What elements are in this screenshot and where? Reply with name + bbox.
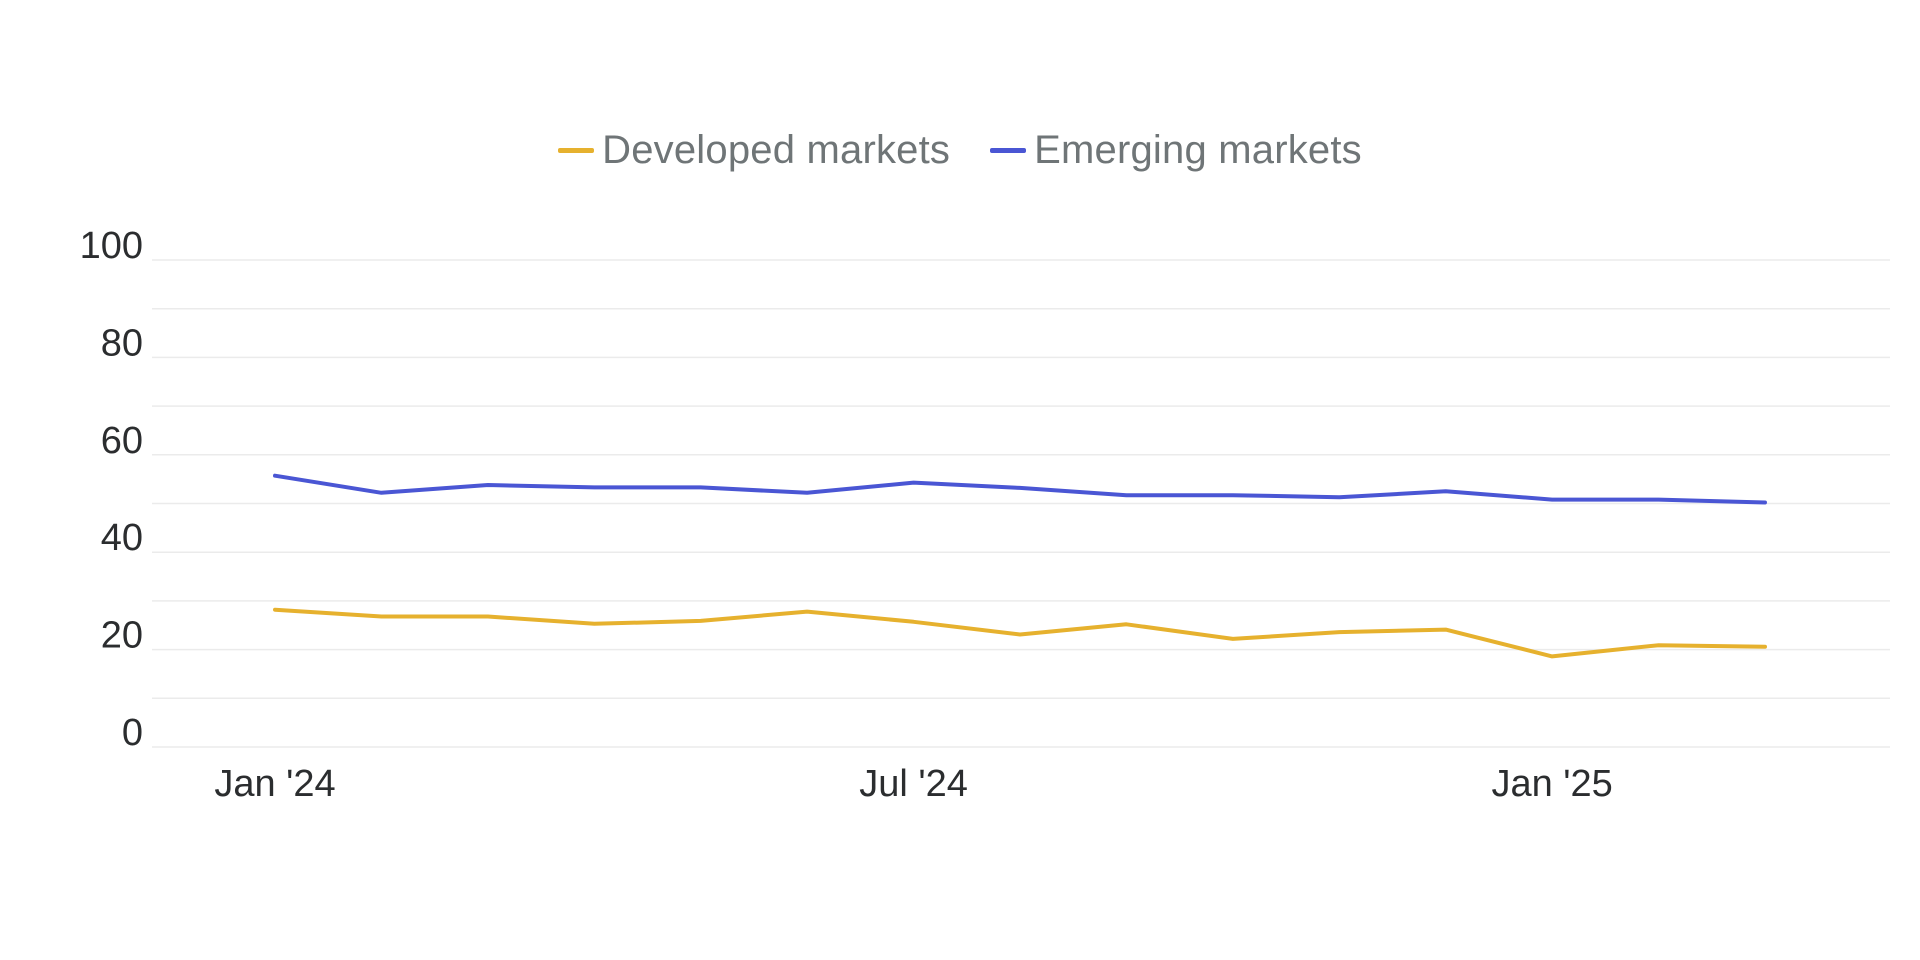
y-tick-label: 100 [80,225,143,267]
legend-label-emerging-markets: Emerging markets [1034,128,1362,172]
gridlines [152,259,1890,748]
y-tick-label: 60 [101,420,143,462]
legend-label-developed-markets: Developed markets [602,128,951,172]
series-line-developed-markets[interactable] [273,607,1767,659]
y-tick-label: 0 [122,712,143,754]
y-axis: 0 20 40 60 80 100 [80,225,143,754]
x-tick-label: Jan '24 [214,763,335,805]
y-tick-label: 80 [101,322,143,364]
legend-swatch-emerging-markets [990,148,1027,153]
x-tick-label: Jul '24 [859,763,968,805]
legend-swatch-developed-markets [558,148,595,153]
legend-item-developed-markets[interactable]: Developed markets [558,128,950,173]
y-tick-label: 20 [101,615,143,657]
y-tick-label: 40 [101,517,143,559]
chart-legend: Developed markets Emerging markets [0,128,1920,173]
legend-item-emerging-markets[interactable]: Emerging markets [990,128,1362,173]
series-lines [273,473,1767,659]
x-axis: Jan '24 Jul '24 Jan '25 [214,763,1613,805]
x-tick-label: Jan '25 [1491,763,1612,805]
series-line-emerging-markets[interactable] [273,473,1767,505]
